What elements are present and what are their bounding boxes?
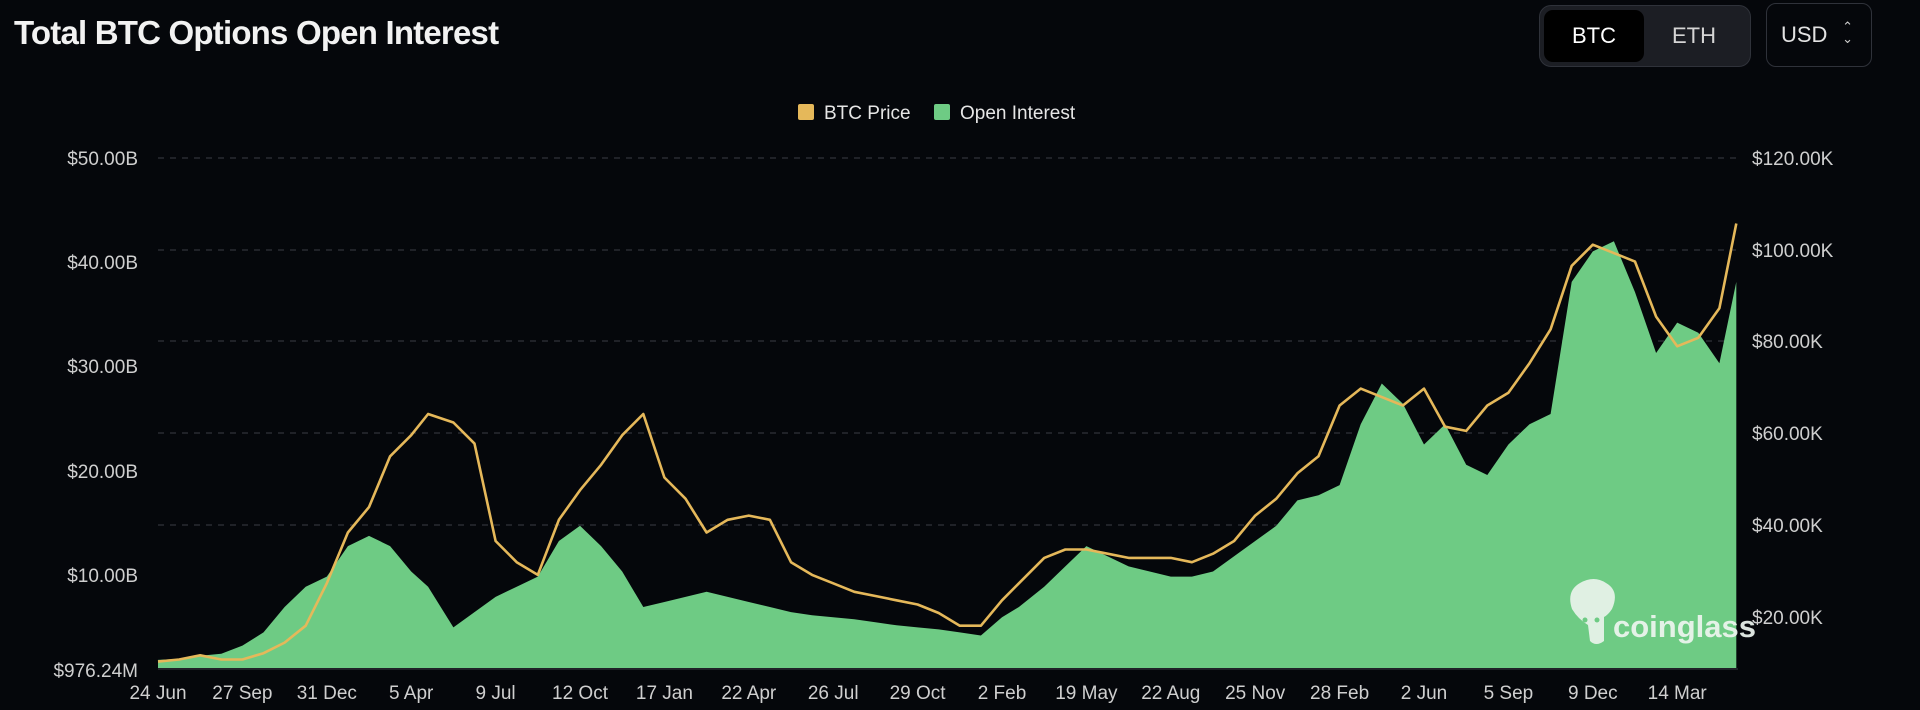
legend-swatch [798, 104, 814, 120]
x-tick-label: 19 May [1055, 683, 1118, 704]
y-left-tick-label: $10.00B [67, 566, 138, 587]
currency-value: USD [1781, 22, 1828, 47]
y-right-tick-label: $100.00K [1752, 241, 1834, 262]
y-left-tick-label: $50.00B [67, 149, 138, 170]
y-right-tick-label: $60.00K [1752, 424, 1823, 445]
x-tick-label: 5 Sep [1484, 683, 1534, 704]
y-left-tick-label: $20.00B [67, 462, 138, 483]
x-tick-label: 24 Jun [129, 683, 186, 704]
coin-toggle: BTC ETH [1539, 5, 1751, 67]
btc-price-line [157, 223, 1738, 663]
y-left-tick-label: $976.24M [53, 661, 138, 682]
y-right-tick-label: $80.00K [1752, 332, 1823, 353]
chevron-updown-icon: ⌃ ⌄ [1842, 19, 1853, 46]
legend-item[interactable]: BTC Price [798, 103, 911, 124]
coin-option-eth[interactable]: ETH [1672, 23, 1716, 48]
x-tick-label: 28 Feb [1310, 683, 1369, 704]
legend-label: Open Interest [960, 103, 1076, 124]
page-title: Total BTC Options Open Interest [14, 14, 499, 51]
x-tick-label: 5 Apr [389, 683, 434, 704]
x-tick-label: 2 Jun [1401, 683, 1447, 704]
x-tick-label: 26 Jul [808, 683, 859, 704]
coin-option-btc[interactable]: BTC [1544, 10, 1644, 62]
x-tick-label: 25 Nov [1225, 683, 1286, 704]
legend-label: BTC Price [824, 103, 911, 124]
y-left-tick-label: $30.00B [67, 357, 138, 378]
open-interest-area [158, 241, 1737, 669]
x-tick-label: 29 Oct [890, 683, 947, 704]
coinglass-logo-icon [1570, 579, 1615, 644]
x-tick-label: 22 Apr [721, 683, 777, 704]
watermark: coinglass [1570, 579, 1756, 644]
currency-select[interactable]: USD ⌃ ⌄ [1766, 3, 1872, 67]
x-tick-label: 17 Jan [636, 683, 693, 704]
x-tick-label: 9 Jul [476, 683, 516, 704]
y-left-tick-label: $40.00B [67, 253, 138, 274]
y-right-tick-label: $40.00K [1752, 516, 1823, 537]
x-tick-label: 2 Feb [978, 683, 1027, 704]
legend-item[interactable]: Open Interest [934, 103, 1076, 124]
y-right-tick-label: $20.00K [1752, 608, 1823, 629]
watermark-text: coinglass [1613, 609, 1756, 644]
x-tick-label: 9 Dec [1568, 683, 1618, 704]
legend-swatch [934, 104, 950, 120]
y-right-tick-label: $120.00K [1752, 149, 1834, 170]
x-tick-label: 12 Oct [552, 683, 609, 704]
x-tick-label: 31 Dec [297, 683, 357, 704]
x-tick-label: 27 Sep [212, 683, 272, 704]
x-tick-label: 14 Mar [1648, 683, 1708, 704]
x-tick-label: 22 Aug [1141, 683, 1200, 704]
